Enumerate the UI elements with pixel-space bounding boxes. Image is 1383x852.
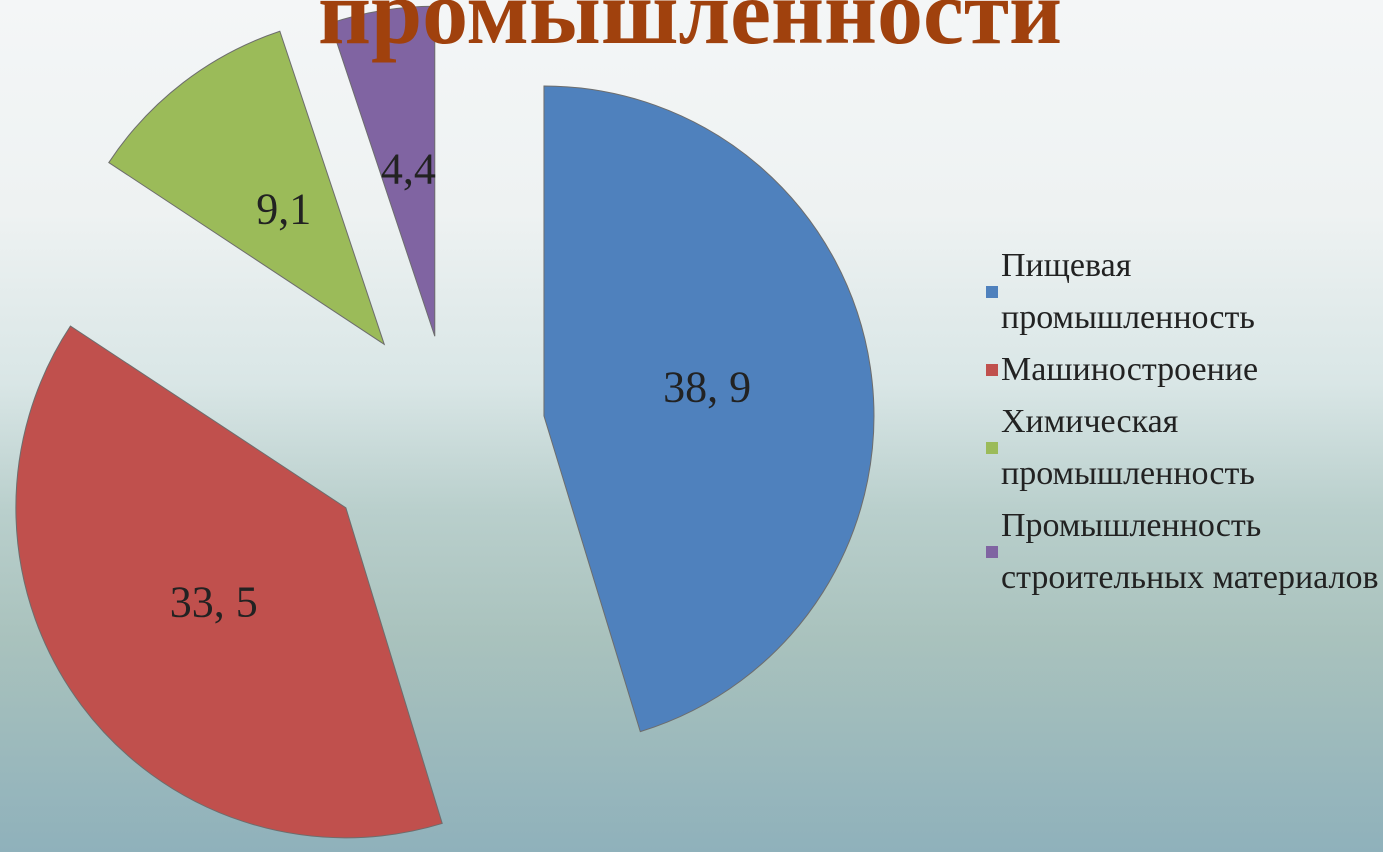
pie-slice (15, 325, 443, 839)
legend-label: Машиностроение (1001, 351, 1259, 388)
data-label: 33, 5 (170, 578, 258, 627)
legend-swatch (986, 442, 998, 454)
legend-label: Химическая промышленность (1001, 403, 1255, 492)
chart-title: промышленности (318, 0, 1062, 63)
data-label: 9,1 (256, 185, 311, 234)
legend-entry: Химическая промышленность (986, 396, 1381, 500)
legend-entry: Пищевая промышленность (986, 240, 1381, 344)
legend-label: Пищевая промышленность (1001, 247, 1255, 336)
data-label: 4,4 (381, 144, 436, 193)
pie-slice (543, 85, 875, 733)
data-label: 38, 9 (663, 363, 751, 412)
legend-entry: Промышленность строительных материалов (986, 500, 1381, 604)
legend-swatch (986, 286, 998, 298)
legend: Пищевая промышленность Машиностроение Хими… (986, 240, 1381, 604)
legend-entry: Машиностроение (986, 344, 1381, 396)
legend-swatch (986, 546, 998, 558)
legend-label: Промышленность строительных материалов (1001, 507, 1379, 596)
pie-slice (329, 5, 436, 337)
pie-slice (108, 30, 386, 346)
legend-swatch (986, 364, 998, 376)
